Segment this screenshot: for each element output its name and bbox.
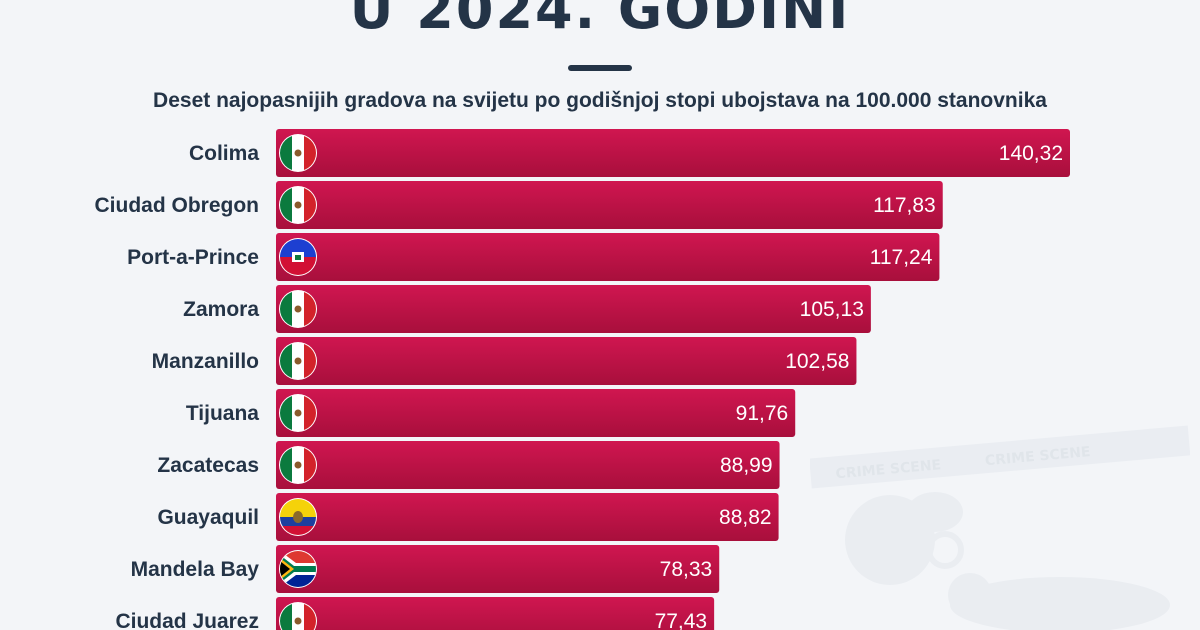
- bar-row: Mandela Bay 78,33: [131, 545, 720, 593]
- crime-scene-watermark: CRIME SCENE CRIME SCENE: [810, 425, 1190, 630]
- chart-title: U 2024. GODINI: [349, 0, 851, 41]
- bar-row: Manzanillo 102,58: [152, 337, 857, 385]
- bar: [276, 441, 780, 489]
- category-label: Manzanillo: [152, 350, 259, 373]
- bar: [276, 597, 715, 630]
- bar-row: Ciudad Obregon 117,83: [95, 181, 943, 229]
- value-label: 91,76: [736, 402, 789, 425]
- value-label: 140,32: [999, 142, 1063, 165]
- flag-mexico-icon: [280, 395, 316, 431]
- bar-row: Port-a-Prince 117,24: [127, 233, 940, 281]
- value-label: 105,13: [800, 298, 864, 321]
- flag-south-africa-icon: [280, 551, 316, 587]
- category-label: Zacatecas: [157, 454, 259, 477]
- flag-haiti-icon: [280, 239, 316, 275]
- value-label: 102,58: [785, 350, 849, 373]
- category-label: Zamora: [183, 298, 259, 321]
- category-label: Guayaquil: [157, 506, 259, 529]
- chart-subtitle: Deset najopasnijih gradova na svijetu po…: [153, 89, 1047, 112]
- value-label: 88,99: [720, 454, 773, 477]
- bar: [276, 129, 1070, 177]
- bar-row: Zamora 105,13: [183, 285, 871, 333]
- bar: [276, 337, 857, 385]
- title-divider: [568, 65, 632, 71]
- category-label: Ciudad Obregon: [95, 194, 260, 217]
- value-label: 117,83: [873, 194, 936, 217]
- bar: [276, 285, 871, 333]
- detective-silhouette: [845, 492, 1170, 630]
- category-label: Mandela Bay: [131, 558, 260, 581]
- bar: [276, 493, 779, 541]
- category-label: Port-a-Prince: [127, 246, 259, 269]
- bar-row: Guayaquil 88,82: [157, 493, 779, 541]
- bar: [276, 545, 720, 593]
- category-label: Colima: [189, 142, 259, 165]
- bar: [276, 389, 796, 437]
- bar-row: Colima 140,32: [189, 129, 1070, 177]
- value-label: 78,33: [660, 558, 713, 581]
- flag-mexico-icon: [280, 343, 316, 379]
- bar-row: Ciudad Juarez 77,43: [115, 597, 715, 630]
- bar: [276, 233, 940, 281]
- category-label: Ciudad Juarez: [115, 610, 259, 630]
- value-label: 88,82: [719, 506, 772, 529]
- flag-mexico-icon: [280, 447, 316, 483]
- bar-row: Tijuana 91,76: [186, 389, 796, 437]
- flag-mexico-icon: [280, 291, 316, 327]
- bar: [276, 181, 943, 229]
- category-label: Tijuana: [186, 402, 259, 425]
- flag-mexico-icon: [280, 135, 316, 171]
- crime-scene-tape: CRIME SCENE CRIME SCENE: [810, 425, 1190, 489]
- value-label: 77,43: [655, 610, 708, 630]
- flag-mexico-icon: [280, 187, 316, 223]
- bar-row: Zacatecas 88,99: [157, 441, 780, 489]
- flag-ecuador-icon: [280, 499, 316, 535]
- value-label: 117,24: [870, 246, 933, 269]
